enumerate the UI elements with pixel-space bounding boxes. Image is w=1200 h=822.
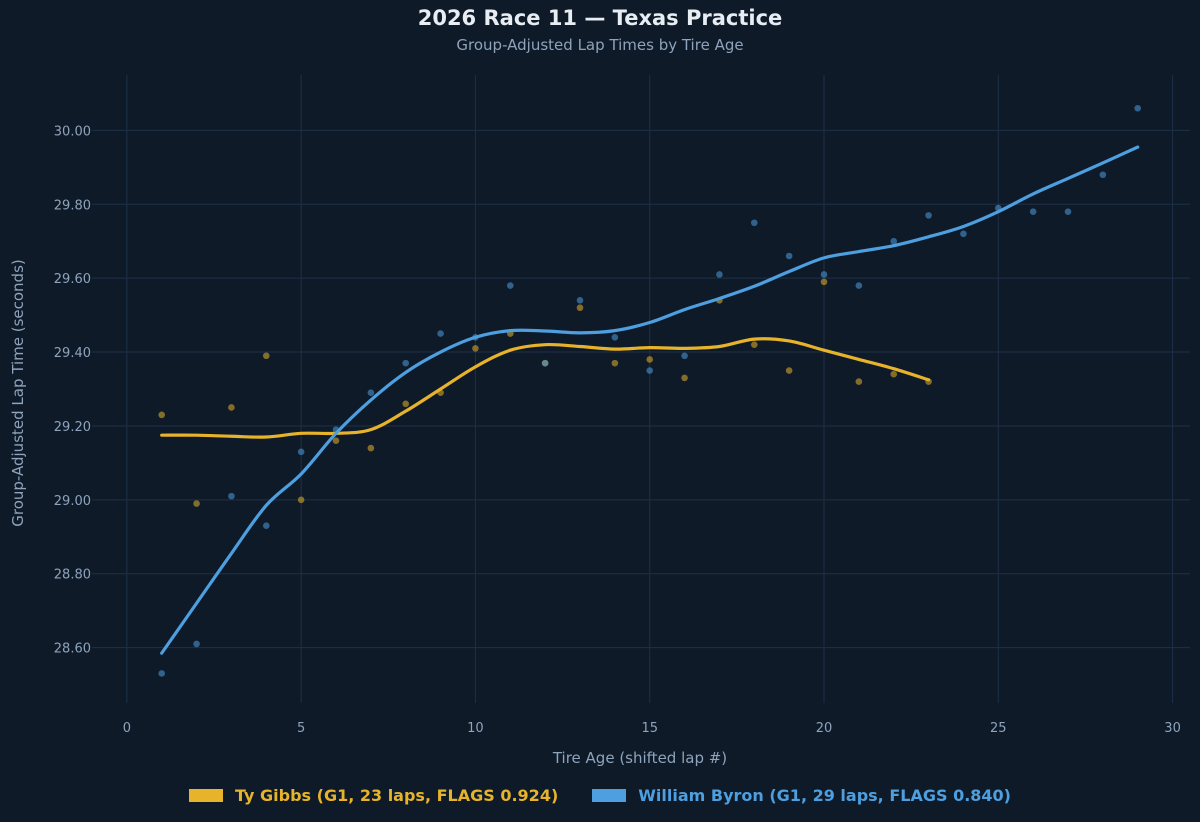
data-point-ty-gibbs <box>297 496 305 504</box>
legend-swatch-william-byron <box>592 789 627 802</box>
y-tick-labels: 28.60 28.80 29.00 29.20 29.40 29.60 29.80 30.00 <box>54 124 91 656</box>
legend-item-william-byron: William Byron (G1, 29 laps, FLAGS 0.840) <box>592 786 1011 805</box>
trend-line-ty-gibbs <box>160 337 931 439</box>
data-point-ty-gibbs <box>576 304 584 312</box>
grid-lines <box>92 75 1190 703</box>
x-tick-label: 5 <box>297 721 305 736</box>
data-point-ty-gibbs <box>681 374 688 382</box>
data-point-william-byron <box>646 367 654 374</box>
data-point-william-byron <box>960 230 967 238</box>
x-tick-labels: 0 5 10 15 20 25 30 <box>123 721 1181 736</box>
y-tick-label: 29.40 <box>54 346 91 361</box>
data-point-ty-gibbs <box>785 367 793 374</box>
data-point-ty-gibbs <box>820 278 828 286</box>
data-point-william-byron <box>785 252 793 260</box>
data-point-ty-gibbs <box>193 500 200 507</box>
y-tick-label: 29.80 <box>54 198 91 213</box>
data-point-ty-gibbs <box>158 411 166 419</box>
data-point-ty-gibbs <box>611 359 619 367</box>
data-point-william-byron <box>297 448 305 456</box>
data-point-william-byron <box>158 670 166 677</box>
data-point-william-byron <box>611 333 619 341</box>
y-tick-label: 30.00 <box>54 124 91 139</box>
data-point-ty-gibbs <box>855 378 863 385</box>
x-tick-label: 10 <box>467 721 484 736</box>
chart-title: 2026 Race 11 — Texas Practice <box>417 6 783 30</box>
x-tick-label: 20 <box>816 721 833 736</box>
data-point-ty-gibbs <box>262 352 270 360</box>
data-point-ty-gibbs <box>228 404 235 411</box>
y-tick-label: 29.00 <box>54 494 91 509</box>
data-point-william-byron <box>681 352 688 360</box>
data-point-william-byron <box>1134 104 1142 112</box>
x-axis-label: Tire Age (shifted lap #) <box>552 749 727 767</box>
legend-label-william-byron: William Byron (G1, 29 laps, FLAGS 0.840) <box>638 786 1011 805</box>
data-point-william-byron <box>402 359 410 367</box>
y-axis-label: Group-Adjusted Lap Time (seconds) <box>9 259 27 527</box>
x-tick-label: 25 <box>990 721 1007 736</box>
data-point-william-byron <box>576 297 584 304</box>
trend-lines <box>160 145 1140 655</box>
data-point-ty-gibbs <box>367 444 375 452</box>
x-tick-label: 0 <box>123 721 131 736</box>
data-point-ty-gibbs <box>646 356 654 363</box>
legend-item-ty-gibbs: Ty Gibbs (G1, 23 laps, FLAGS 0.924) <box>189 786 558 805</box>
legend-label-ty-gibbs: Ty Gibbs (G1, 23 laps, FLAGS 0.924) <box>235 786 559 805</box>
data-point-william-byron <box>925 212 932 219</box>
data-point-william-byron <box>367 389 375 396</box>
chart-subtitle: Group-Adjusted Lap Times by Tire Age <box>456 36 744 54</box>
data-point-william-byron <box>1064 208 1072 215</box>
data-point-ty-gibbs <box>332 437 340 445</box>
y-tick-label: 28.80 <box>54 568 91 583</box>
y-tick-label: 28.60 <box>54 642 91 657</box>
data-point-william-byron <box>228 492 235 500</box>
data-point-ty-gibbs <box>402 400 410 408</box>
data-point-william-byron <box>1099 171 1107 179</box>
data-point-william-byron <box>506 282 514 289</box>
x-tick-label: 30 <box>1164 721 1181 736</box>
legend-swatch-ty-gibbs <box>189 789 223 802</box>
data-point-william-byron <box>437 330 444 337</box>
data-point-william-byron <box>716 271 723 278</box>
y-tick-label: 29.20 <box>54 420 91 435</box>
trend-line-william-byron <box>160 145 1140 655</box>
data-point-william-byron <box>890 237 898 245</box>
data-point-ty-gibbs <box>472 345 479 352</box>
data-point-ty-gibbs <box>890 370 898 378</box>
y-tick-label: 29.60 <box>54 272 91 287</box>
x-tick-label: 15 <box>641 721 658 736</box>
data-point-william-byron <box>1029 208 1037 215</box>
data-point-william-byron <box>820 271 828 278</box>
legend: Ty Gibbs (G1, 23 laps, FLAGS 0.924) Will… <box>0 786 1200 805</box>
data-point-ty-gibbs <box>750 341 758 348</box>
data-point-william-byron <box>855 282 863 289</box>
data-point-william-byron <box>750 219 758 227</box>
data-point-william-byron <box>193 640 200 648</box>
data-point-william-byron <box>541 359 549 367</box>
data-point-william-byron <box>262 522 270 529</box>
